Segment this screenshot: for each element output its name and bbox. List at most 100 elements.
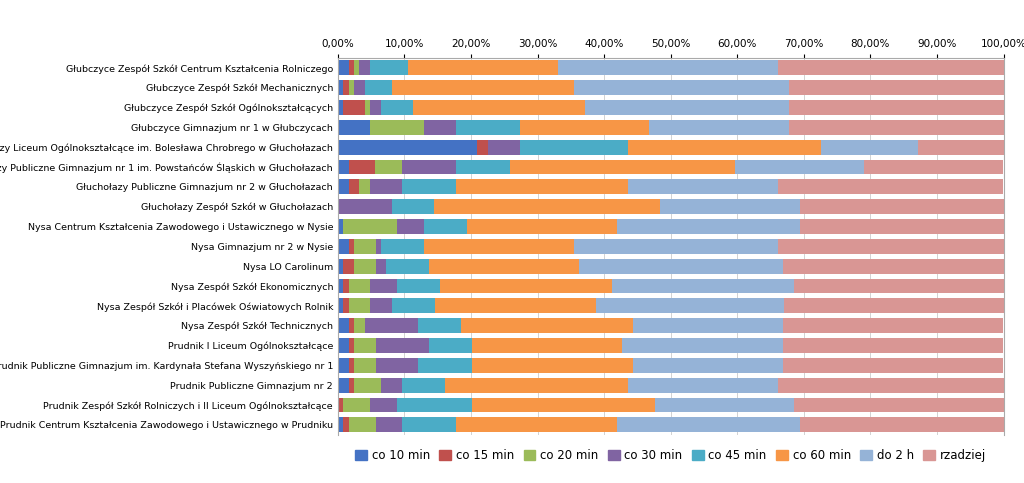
Bar [434,298,596,313]
Bar [424,219,467,234]
Bar [376,358,419,373]
Bar [445,378,628,393]
Bar [365,318,419,333]
Bar [617,219,800,234]
Bar [778,60,1004,75]
Bar [424,239,574,254]
Bar [434,199,659,214]
Bar [402,417,456,432]
Bar [864,159,1004,174]
Bar [354,338,376,353]
Bar [735,159,864,174]
Bar [391,199,434,214]
Bar [370,398,397,412]
Bar [520,120,649,135]
Bar [391,80,574,95]
Bar [558,60,778,75]
Bar [371,100,381,115]
Bar [397,398,472,412]
Bar [381,239,424,254]
Bar [778,239,1004,254]
Bar [338,417,343,432]
Bar [788,120,1004,135]
Bar [472,398,654,412]
Bar [338,219,343,234]
Bar [472,338,623,353]
Bar [338,398,343,412]
Bar [462,318,633,333]
Bar [338,358,348,373]
Bar [408,60,558,75]
Bar [628,378,778,393]
Bar [338,199,391,214]
Bar [788,80,1004,95]
Bar [397,279,440,293]
Bar [349,417,376,432]
Bar [413,100,585,115]
Bar [488,140,520,155]
Bar [419,318,462,333]
Bar [381,100,413,115]
Bar [370,60,408,75]
Bar [623,338,783,353]
Bar [654,398,795,412]
Bar [349,80,354,95]
Bar [456,179,628,194]
Bar [376,239,381,254]
Bar [338,239,348,254]
Bar [456,120,520,135]
Bar [821,140,918,155]
Bar [386,259,429,273]
Bar [477,140,488,155]
Bar [343,100,365,115]
Bar [354,259,376,273]
Bar [402,159,456,174]
Bar [348,60,354,75]
Bar [510,159,735,174]
Bar [343,259,354,273]
Bar [338,259,343,273]
Bar [359,179,370,194]
Bar [365,80,391,95]
Bar [371,298,392,313]
Bar [800,199,1004,214]
Bar [783,259,1004,273]
Bar [628,140,821,155]
Bar [354,80,365,95]
Bar [348,318,354,333]
Bar [338,279,343,293]
Bar [467,219,617,234]
Bar [456,159,510,174]
Bar [338,100,343,115]
Bar [778,179,1004,194]
Bar [402,179,456,194]
Bar [392,298,434,313]
Bar [419,358,472,373]
Bar [343,219,397,234]
Bar [783,338,1004,353]
Bar [348,338,354,353]
Bar [633,318,783,333]
Bar [354,60,359,75]
Bar [788,100,1009,115]
Bar [376,259,386,273]
Bar [354,358,376,373]
Bar [338,338,348,353]
Bar [343,298,349,313]
Bar [343,417,349,432]
Bar [349,279,371,293]
Bar [585,100,788,115]
Bar [596,298,783,313]
Bar [338,378,348,393]
Bar [338,120,370,135]
Bar [381,378,402,393]
Bar [611,279,795,293]
Bar [795,279,1004,293]
Bar [376,338,429,353]
Bar [402,378,445,393]
Bar [472,358,633,373]
Bar [783,298,1004,313]
Bar [343,398,370,412]
Bar [633,358,783,373]
Bar [348,179,359,194]
